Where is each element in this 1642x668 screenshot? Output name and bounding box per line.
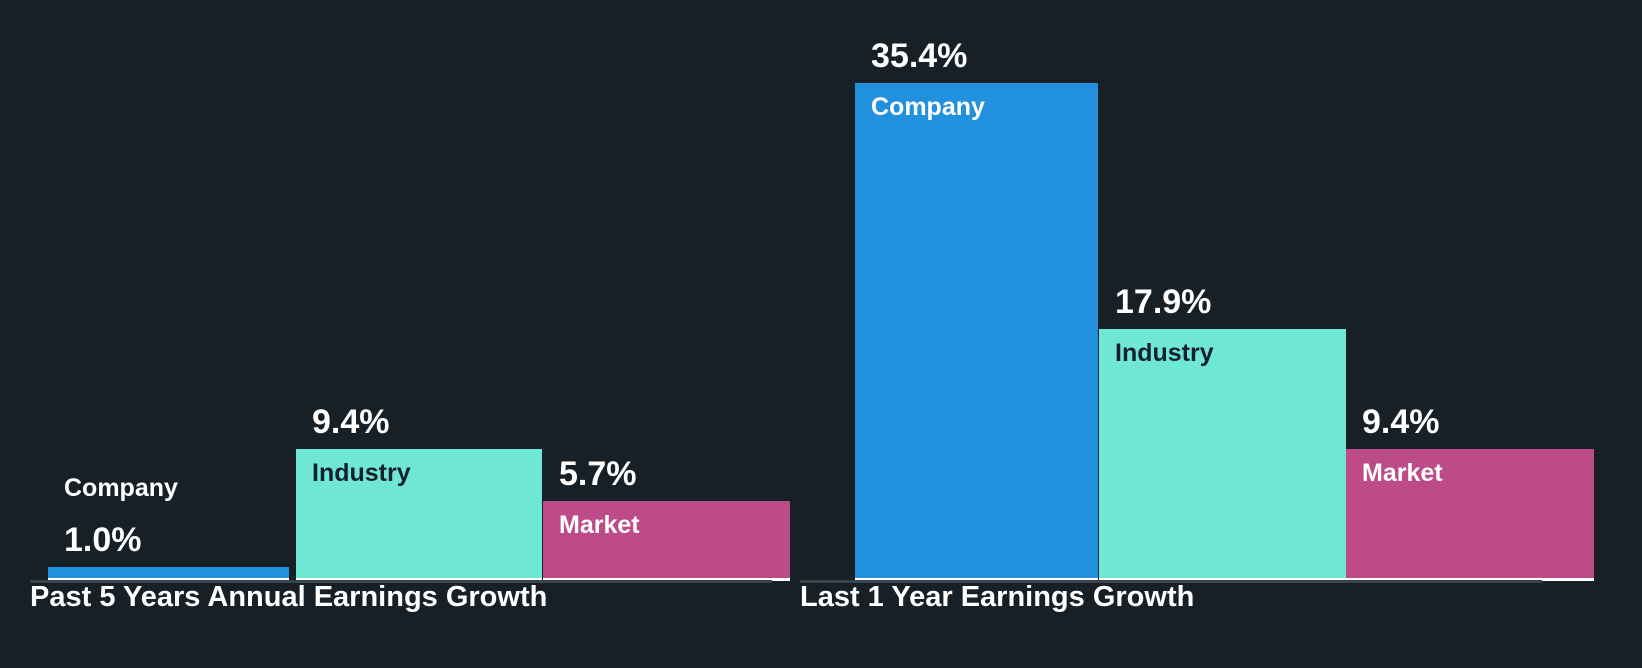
bar-label-market: Market bbox=[1362, 459, 1443, 487]
bar-market[interactable]: Market bbox=[1346, 449, 1594, 581]
bar-label-company: Company bbox=[871, 93, 985, 121]
chart-title-past-5-years: Past 5 Years Annual Earnings Growth bbox=[30, 581, 548, 613]
bar-label-industry: Industry bbox=[312, 459, 411, 487]
bar-industry[interactable]: Industry bbox=[296, 449, 542, 581]
bar-value-industry: 9.4% bbox=[312, 403, 390, 441]
bar-value-market: 9.4% bbox=[1362, 403, 1440, 441]
axis-baseline-right bbox=[800, 580, 1542, 583]
bar-company[interactable]: Company bbox=[855, 83, 1098, 581]
bar-market[interactable]: Market bbox=[543, 501, 790, 581]
axis-baseline-left bbox=[30, 580, 772, 583]
bar-label-market: Market bbox=[559, 511, 640, 539]
bar-company[interactable] bbox=[48, 567, 289, 581]
bar-industry[interactable]: Industry bbox=[1099, 329, 1346, 581]
plot-area-left: Company 1.0% Industry 9.4% Market 5.7% bbox=[0, 0, 806, 581]
bar-label-company: Company bbox=[64, 474, 178, 502]
chart-panel-past-5-years: Company 1.0% Industry 9.4% Market 5.7% bbox=[0, 0, 806, 668]
bar-value-market: 5.7% bbox=[559, 455, 637, 493]
bar-value-industry: 17.9% bbox=[1115, 283, 1212, 321]
plot-area-right: Company 35.4% Industry 17.9% Market 9.4% bbox=[806, 0, 1642, 581]
bar-label-industry: Industry bbox=[1115, 339, 1214, 367]
bar-value-company: 35.4% bbox=[871, 37, 968, 75]
chart-panel-last-1-year: Company 35.4% Industry 17.9% Market 9.4% bbox=[806, 0, 1642, 668]
bar-value-company: 1.0% bbox=[64, 521, 142, 559]
chart-title-last-1-year: Last 1 Year Earnings Growth bbox=[800, 581, 1195, 613]
